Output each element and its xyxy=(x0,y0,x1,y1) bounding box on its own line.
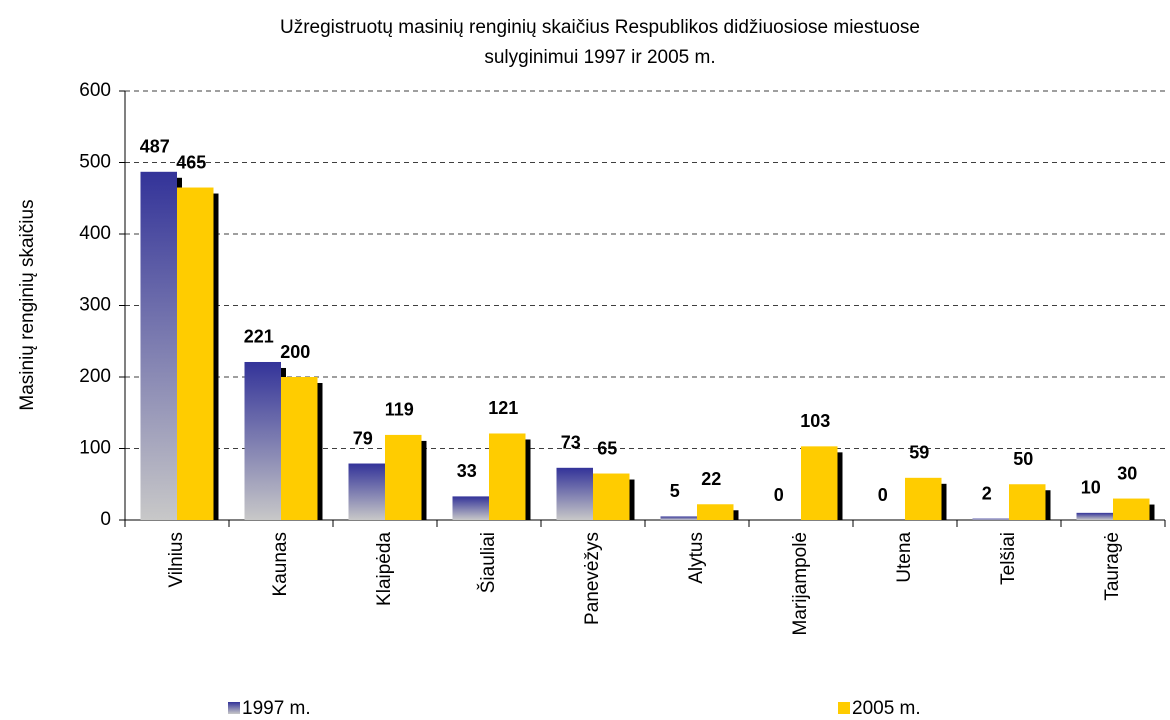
x-tick-label: Marijampolė xyxy=(790,532,811,635)
bar xyxy=(489,433,526,520)
data-label: 465 xyxy=(176,152,206,172)
y-tick-label: 400 xyxy=(79,223,111,244)
chart-title: Užregistruotų masinių renginių skaičius … xyxy=(280,17,920,38)
x-tick-label: Šiauliai xyxy=(477,532,499,593)
bar xyxy=(593,473,630,520)
bar xyxy=(801,446,838,520)
bar xyxy=(385,434,422,520)
data-label: 33 xyxy=(457,461,477,481)
x-tick-label: Panevėžys xyxy=(582,532,603,625)
bar xyxy=(972,518,1009,520)
data-label: 79 xyxy=(353,428,373,448)
x-tick-label: Tauragė xyxy=(1102,532,1123,601)
bar xyxy=(140,171,177,521)
y-tick-label: 0 xyxy=(100,509,111,530)
data-label: 59 xyxy=(909,443,929,463)
data-label: 221 xyxy=(244,327,274,347)
data-label: 50 xyxy=(1013,449,1033,469)
data-label: 487 xyxy=(140,137,170,157)
bar xyxy=(281,377,318,520)
bar xyxy=(1076,512,1113,520)
bar xyxy=(1009,484,1046,520)
bar xyxy=(348,463,385,520)
x-tick-label: Vilnius xyxy=(166,532,187,588)
x-tick-label: Klaipėda xyxy=(374,532,395,606)
x-tick-label: Kaunas xyxy=(270,532,291,596)
bar xyxy=(905,477,942,520)
chart-title: sulyginimui 1997 ir 2005 m. xyxy=(484,47,715,68)
legend-label: 2005 m. xyxy=(852,698,921,719)
data-label: 10 xyxy=(1081,478,1101,498)
bar xyxy=(177,187,214,520)
data-label: 200 xyxy=(280,342,310,362)
data-label: 103 xyxy=(800,411,830,431)
legend-swatch xyxy=(228,702,240,714)
y-tick-label: 500 xyxy=(79,152,111,173)
legend-swatch xyxy=(838,702,850,714)
data-label: 119 xyxy=(385,400,414,420)
bar xyxy=(697,504,734,520)
x-tick-label: Telšiai xyxy=(998,532,1019,585)
data-label: 65 xyxy=(597,438,617,458)
data-label: 121 xyxy=(488,398,518,418)
data-label: 5 xyxy=(670,481,680,501)
bar xyxy=(1113,498,1150,520)
x-tick-label: Utena xyxy=(894,532,915,583)
bar xyxy=(452,496,489,520)
y-axis-label: Masinių renginių skaičius xyxy=(17,199,38,410)
bar xyxy=(660,516,697,520)
data-label: 2 xyxy=(982,483,992,503)
bar xyxy=(244,361,281,520)
y-tick-label: 100 xyxy=(79,438,111,459)
y-tick-label: 200 xyxy=(79,366,111,387)
data-label: 0 xyxy=(878,485,888,505)
y-tick-label: 600 xyxy=(79,80,111,101)
data-label: 73 xyxy=(561,433,581,453)
x-tick-label: Alytus xyxy=(686,532,707,584)
data-label: 22 xyxy=(701,469,721,489)
bar xyxy=(556,467,593,520)
data-label: 30 xyxy=(1117,463,1137,483)
y-tick-label: 300 xyxy=(79,295,111,316)
legend-label: 1997 m. xyxy=(242,698,311,719)
data-label: 0 xyxy=(774,485,784,505)
